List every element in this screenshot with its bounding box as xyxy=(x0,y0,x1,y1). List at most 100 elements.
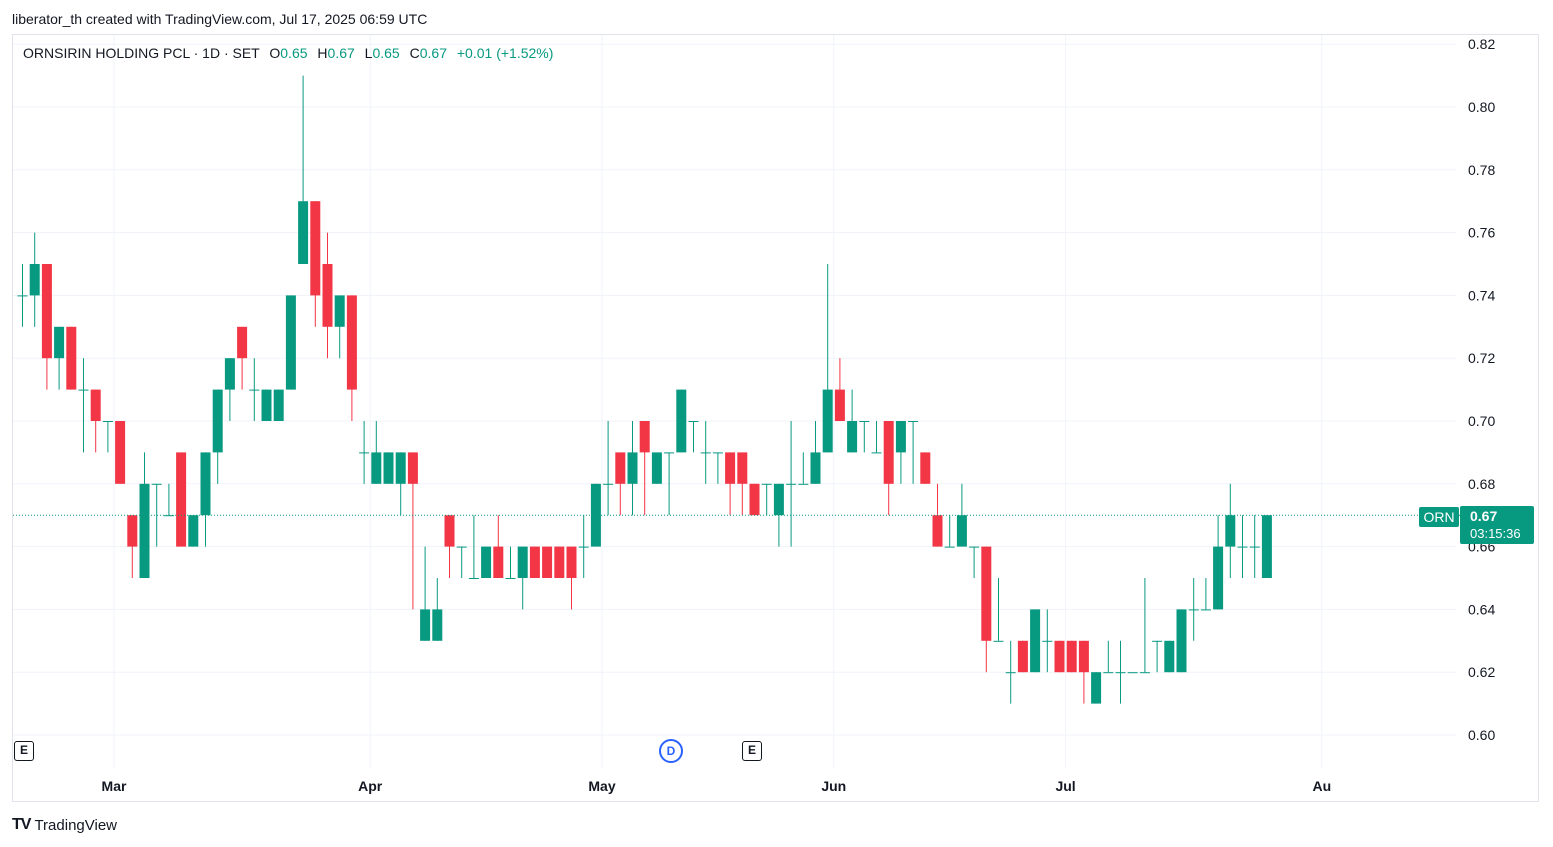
candle xyxy=(883,421,894,516)
candle-body xyxy=(90,389,101,421)
candle-body xyxy=(1017,640,1028,673)
candle xyxy=(786,421,797,547)
price-tick-label: 0.82 xyxy=(1468,36,1495,52)
candle-body xyxy=(834,389,845,421)
price-tick-label: 0.80 xyxy=(1468,99,1495,115)
candle xyxy=(834,358,845,421)
candle xyxy=(407,452,418,610)
candle xyxy=(1237,515,1248,578)
candle-body xyxy=(41,264,52,359)
price-tick-label: 0.78 xyxy=(1468,162,1495,178)
candle-body xyxy=(1127,672,1138,674)
candle-body xyxy=(993,640,1004,642)
candle-body xyxy=(200,452,211,516)
legend-open-label: O xyxy=(269,45,281,61)
legend-open-value: 0.65 xyxy=(280,45,308,61)
last-price-value: 0.67 xyxy=(1470,508,1498,524)
candle xyxy=(1030,609,1041,673)
candle xyxy=(66,326,77,390)
candle xyxy=(517,546,528,610)
candle xyxy=(163,483,174,517)
tradingview-logo-icon: TV xyxy=(12,816,31,833)
candle xyxy=(1213,515,1224,610)
candle-body xyxy=(481,546,492,578)
candle xyxy=(920,452,931,484)
candle xyxy=(944,515,955,548)
candle-body xyxy=(651,452,662,484)
candle-body xyxy=(554,546,565,578)
candle-body xyxy=(29,264,40,296)
candle-body xyxy=(1139,672,1150,674)
price-tick-label: 0.64 xyxy=(1468,601,1495,617)
candle-body xyxy=(895,421,906,453)
candle-body xyxy=(310,201,321,296)
grid-lines xyxy=(13,35,1456,768)
candle-body xyxy=(371,452,382,484)
candle xyxy=(481,546,492,578)
candle-body xyxy=(773,483,784,516)
candle xyxy=(54,326,65,390)
candle-body xyxy=(981,546,992,641)
candle xyxy=(395,452,406,516)
dividend-event-marker[interactable]: D xyxy=(659,739,683,763)
candle-body xyxy=(627,452,638,484)
candle xyxy=(1054,640,1065,673)
time-axis: Mar Apr May Jun Jul Au xyxy=(102,778,1332,794)
candle xyxy=(871,421,882,454)
time-tick-label: Jun xyxy=(821,778,846,794)
candle-body xyxy=(908,421,919,422)
candle xyxy=(505,546,516,579)
candle xyxy=(359,421,370,484)
earnings-event-marker[interactable]: E xyxy=(14,741,34,761)
chart-frame xyxy=(12,34,1539,802)
candle xyxy=(651,452,662,484)
candle-body xyxy=(1103,672,1114,674)
candle-body xyxy=(176,452,187,547)
price-tick-label: 0.70 xyxy=(1468,413,1495,429)
legend-symbol[interactable]: ORNSIRIN HOLDING PCL · 1D · SET xyxy=(23,45,260,61)
candle xyxy=(224,358,235,421)
candle xyxy=(102,421,113,453)
legend-high-label: H xyxy=(317,45,328,61)
candle xyxy=(1176,609,1187,673)
candle xyxy=(1078,640,1089,704)
candle-body xyxy=(603,483,614,485)
candle-body xyxy=(847,421,858,453)
candle xyxy=(688,421,699,453)
candle-body xyxy=(676,389,687,453)
candle-body xyxy=(273,389,284,421)
candle xyxy=(1225,483,1236,578)
candle-body xyxy=(334,295,345,327)
candle-body xyxy=(127,515,138,547)
candle-body xyxy=(786,483,797,485)
candle-body xyxy=(420,609,431,641)
candle-body xyxy=(1237,546,1248,548)
candle xyxy=(273,389,284,421)
candle-body xyxy=(224,358,235,390)
candle xyxy=(1188,578,1199,641)
candle-body xyxy=(212,389,223,453)
legend-close-label: C xyxy=(409,45,420,61)
candle xyxy=(798,452,809,485)
candle-body xyxy=(529,546,540,578)
candle-body xyxy=(871,452,882,454)
candle xyxy=(1042,609,1053,673)
price-tick-label: 0.62 xyxy=(1468,664,1495,680)
candle xyxy=(78,358,89,453)
candle-body xyxy=(359,452,370,454)
candle-body xyxy=(407,452,418,484)
candle-body xyxy=(163,515,174,517)
candle-body xyxy=(1005,672,1016,674)
candle-body xyxy=(261,389,272,421)
chart-caption: liberator_th created with TradingView.co… xyxy=(12,11,428,27)
candle xyxy=(1091,672,1102,704)
candle-body xyxy=(78,389,89,391)
earnings-event-marker[interactable]: E xyxy=(742,741,762,761)
candle-body xyxy=(1176,609,1187,673)
candle xyxy=(1139,578,1150,674)
tradingview-logo[interactable]: TV TradingView xyxy=(12,816,117,834)
candle xyxy=(908,421,919,484)
candle-body xyxy=(285,295,296,390)
candle-body xyxy=(810,452,821,484)
